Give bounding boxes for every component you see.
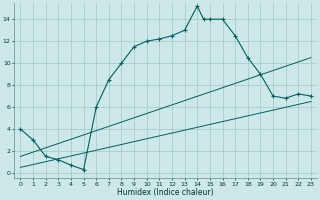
X-axis label: Humidex (Indice chaleur): Humidex (Indice chaleur): [117, 188, 214, 197]
